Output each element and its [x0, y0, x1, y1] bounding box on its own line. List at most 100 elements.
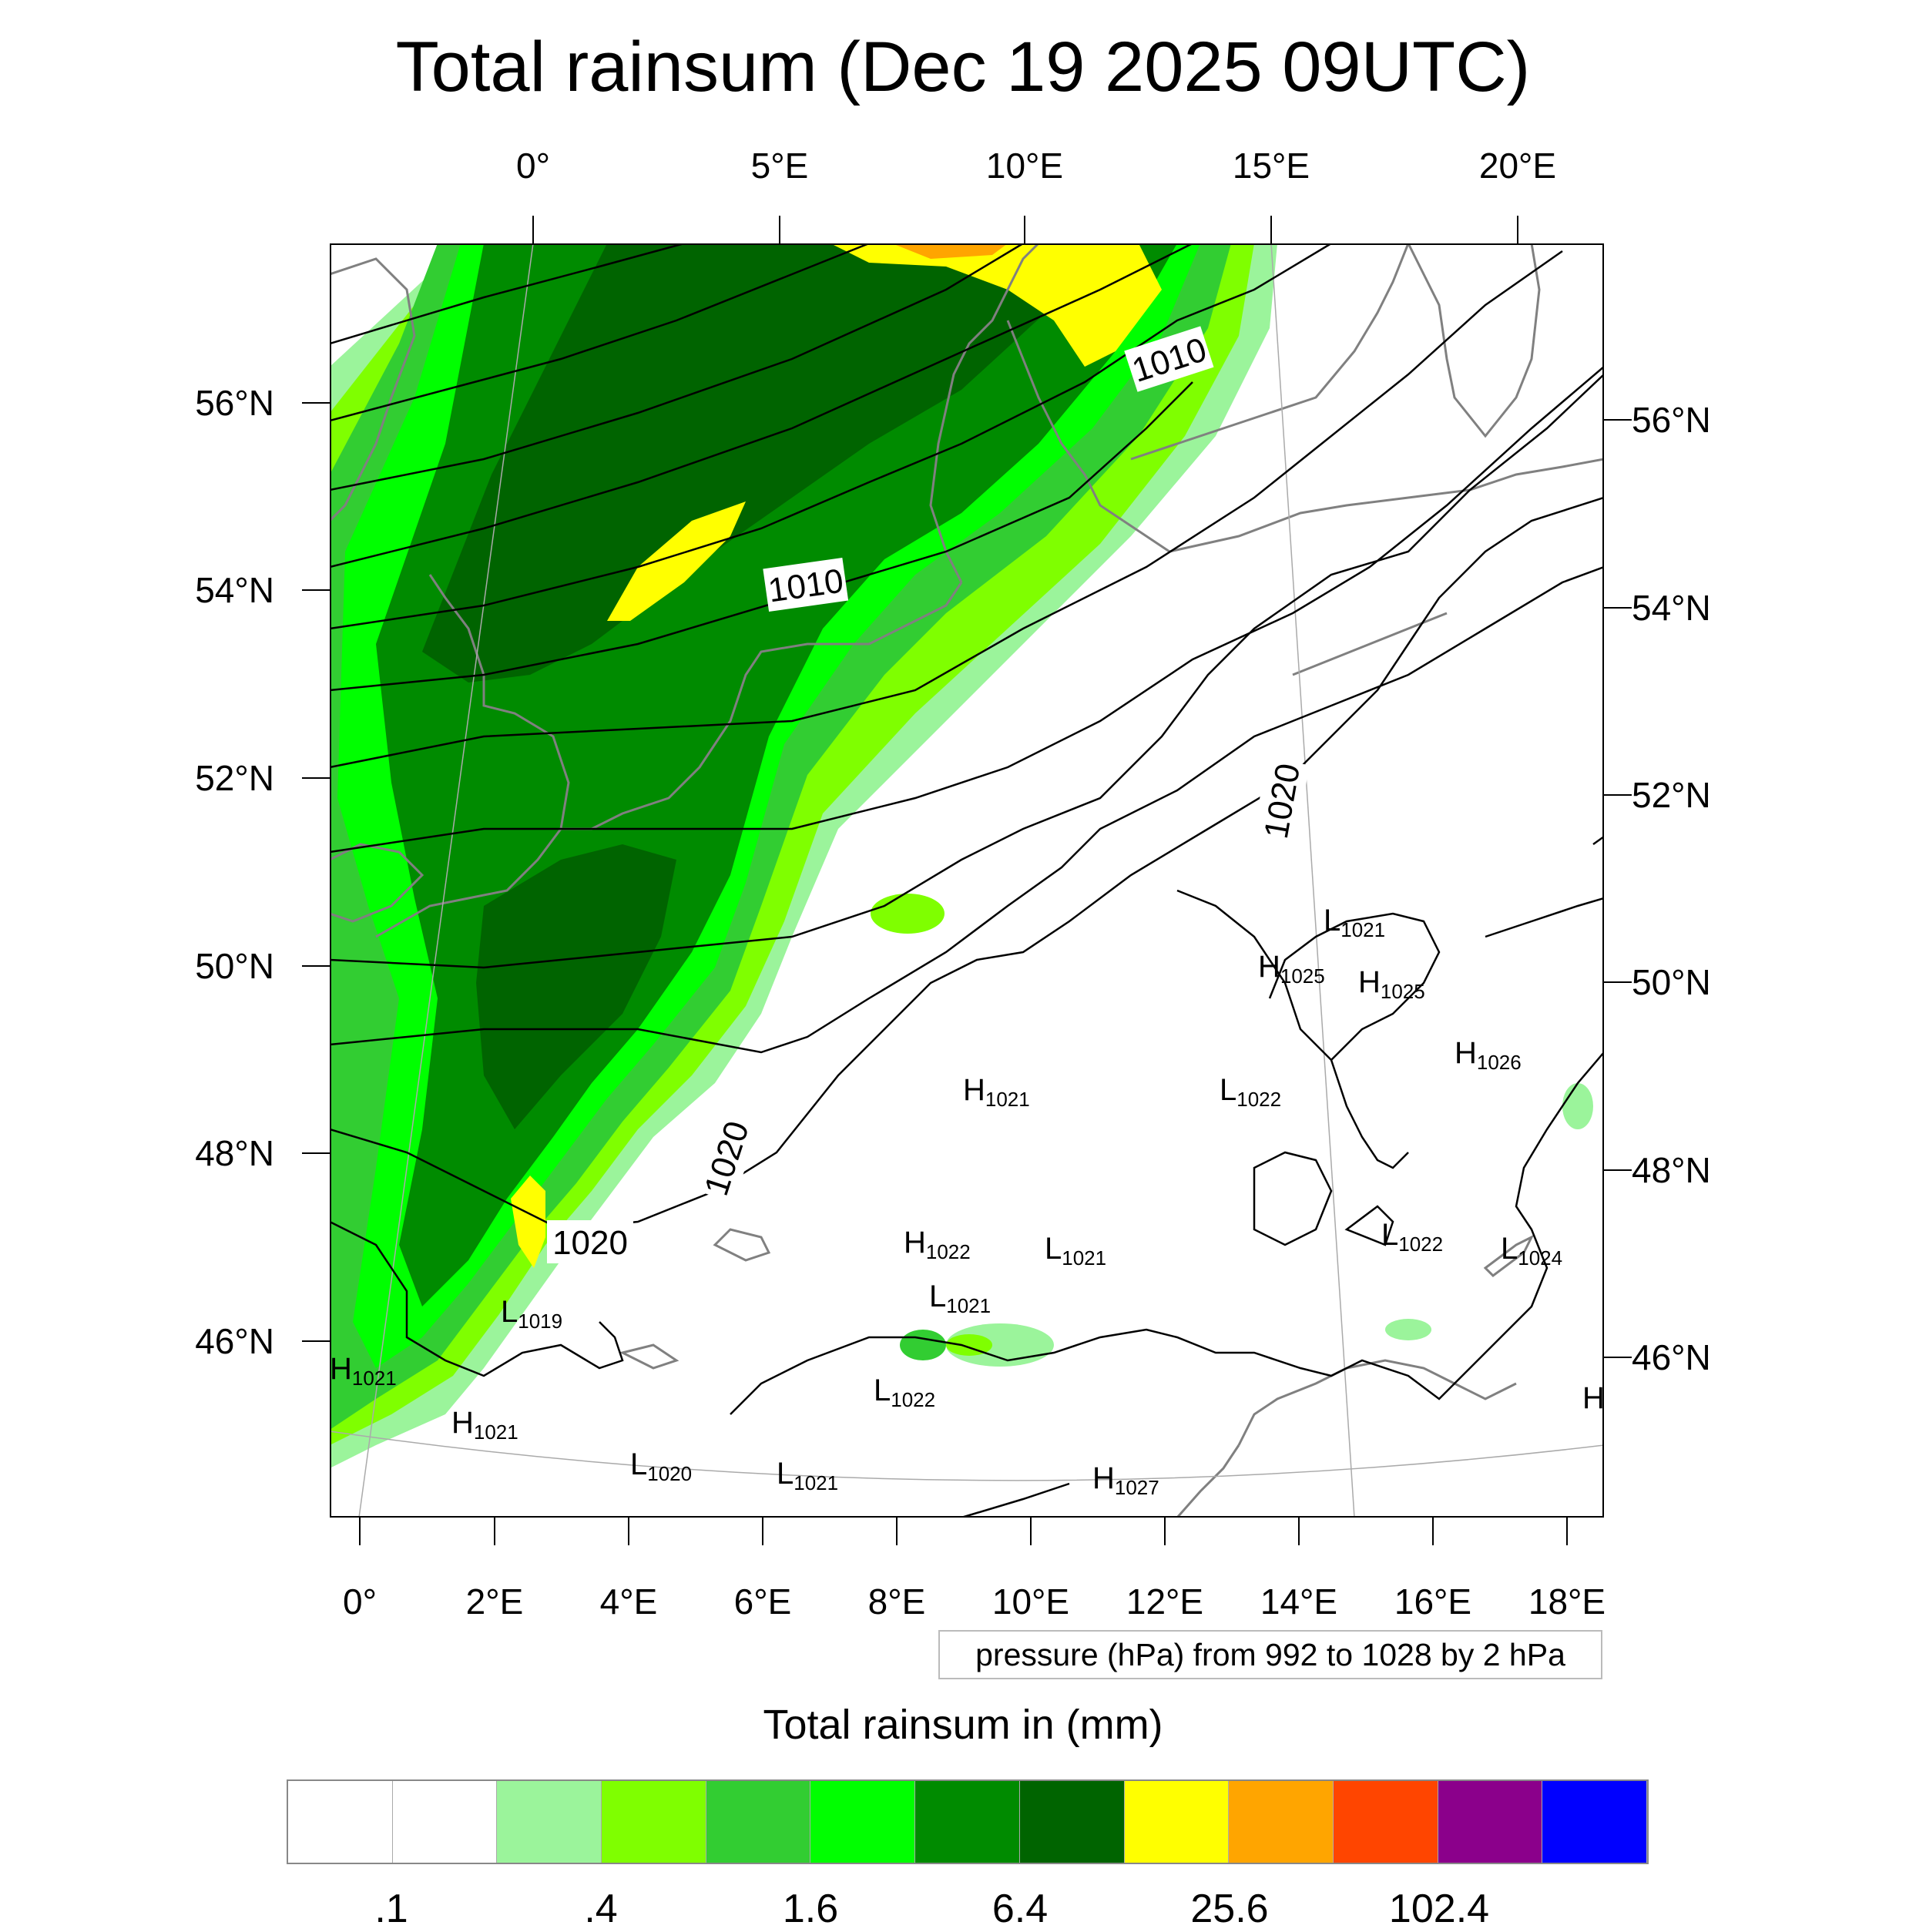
top-tick-label: 0° — [516, 146, 550, 186]
isobar — [1268, 912, 1441, 1061]
isobar — [330, 381, 1193, 692]
rain-core-yellow — [511, 1176, 545, 1268]
colorbar-swatch — [1229, 1781, 1334, 1863]
map-title: Total rainsum (Dec 19 2025 09UTC) — [395, 28, 1531, 106]
rain-core-yellow — [607, 501, 746, 621]
isobar — [1485, 897, 1604, 938]
pressure-center: H1027 — [1092, 1461, 1159, 1499]
top-tick-label: 20°E — [1478, 146, 1557, 186]
pressure-center: H1026 — [1455, 1036, 1522, 1074]
pressure-center: H1025 — [1358, 965, 1425, 1003]
right-tick-label: 54°N — [1632, 588, 1711, 628]
isobar — [961, 1482, 1070, 1518]
colorbar-label: .1 — [374, 1887, 408, 1931]
right-tick-label: 56°N — [1632, 400, 1711, 440]
coastlines — [330, 243, 1604, 1518]
colorbar-title: Total rainsum in (mm) — [763, 1702, 1163, 1748]
pressure-center: L1024 — [1501, 1232, 1562, 1270]
map-panel: 1010 1010 1020 1020 1020 L1021 H1025 — [330, 243, 1604, 1518]
coastline-baltic-north — [1130, 243, 1410, 461]
colorbar-label: .4 — [584, 1887, 618, 1931]
graticule-parallel — [330, 1431, 1604, 1481]
colorbar-swatch — [915, 1781, 1020, 1863]
colorbar-swatch — [392, 1781, 498, 1863]
isobar-label: 1020 — [1253, 757, 1310, 844]
rain-band-darkest-green — [422, 243, 1100, 683]
pressure-center: H — [1582, 1381, 1604, 1415]
contour-info-box: pressure (hPa) from 992 to 1028 by 2 hPa — [938, 1630, 1602, 1679]
right-tick-label: 52°N — [1632, 775, 1711, 815]
coastline-netherlands — [561, 582, 963, 830]
bottom-tick-label: 8°E — [867, 1581, 926, 1622]
colorbar-label: 1.6 — [782, 1887, 839, 1931]
isobar — [330, 243, 1332, 630]
rain-patch — [946, 1334, 992, 1356]
bottom-tick-label: 18°E — [1528, 1581, 1606, 1622]
lake-geneva — [619, 1343, 679, 1370]
left-tick-label: 52°N — [195, 758, 274, 798]
bottom-tick-label: 0° — [343, 1581, 377, 1622]
bottom-tick-label: 14°E — [1260, 1581, 1338, 1622]
bottom-tick-label: 4°E — [599, 1581, 658, 1622]
colorbar-swatch — [1124, 1781, 1230, 1863]
bottom-tick-label: 10°E — [992, 1581, 1070, 1622]
colorbar-swatch — [1019, 1781, 1125, 1863]
bottom-tick-label: 16°E — [1394, 1581, 1472, 1622]
isobar-label-text: 1020 — [552, 1224, 628, 1262]
isobar-label: 1010 — [1124, 326, 1214, 392]
isobar — [330, 243, 685, 345]
graticule-meridian — [358, 243, 534, 1518]
isobar-labels: 1010 1010 1020 1020 1020 — [547, 326, 1310, 1263]
coastline-britain — [330, 257, 416, 522]
colorbar-label: 102.4 — [1388, 1887, 1490, 1931]
isobar — [330, 243, 1024, 491]
coastline-baltic — [1122, 458, 1604, 553]
isobar — [330, 243, 1193, 569]
isobar-label: 1020 — [547, 1220, 633, 1263]
rain-core-yellow — [830, 243, 1162, 367]
graticule-meridian — [1270, 243, 1355, 1518]
pressure-center: L1022 — [1381, 1218, 1443, 1256]
map-frame — [330, 243, 1604, 1518]
pressure-center: L1019 — [501, 1295, 562, 1333]
colorbar-swatch — [602, 1781, 706, 1863]
rain-field — [330, 243, 1593, 1468]
coastline-denmark-east — [1006, 320, 1124, 522]
lake-constance — [713, 1228, 771, 1262]
isobar — [330, 565, 1604, 1054]
rain-patch — [1385, 1319, 1431, 1340]
left-tick-label: 56°N — [195, 383, 274, 423]
coastline-adriatic — [1237, 1359, 1517, 1446]
isobar — [330, 366, 1604, 854]
pressure-center: H1021 — [451, 1406, 518, 1444]
colorbar-swatch — [497, 1781, 602, 1863]
left-tick-label: 54°N — [195, 570, 274, 610]
right-tick-label: 48°N — [1632, 1150, 1711, 1190]
colorbar-swatch — [1438, 1781, 1543, 1863]
bottom-tick-label: 6°E — [733, 1581, 792, 1622]
colorbar-swatch — [706, 1781, 811, 1863]
isobar — [1592, 835, 1604, 846]
coastline-france-north — [375, 574, 570, 938]
pressure-center: L1022 — [1220, 1073, 1281, 1111]
colorbar-label: 6.4 — [992, 1887, 1049, 1931]
coastline-denmark — [929, 243, 1040, 583]
isobars — [330, 243, 1604, 1518]
pressure-center: H1021 — [963, 1073, 1030, 1111]
bottom-tick-label: 12°E — [1126, 1581, 1204, 1622]
pressure-center: H1021 — [330, 1352, 397, 1390]
colorbar-swatch — [1542, 1781, 1647, 1863]
pressure-center: L1021 — [777, 1457, 838, 1494]
rain-band-darkest-green — [476, 844, 676, 1129]
colorbar-swatch — [810, 1781, 916, 1863]
rain-patch — [946, 1323, 1054, 1367]
right-tick-label: 46°N — [1632, 1337, 1711, 1377]
graticule — [330, 243, 1604, 1518]
bottom-tick-label: 2°E — [465, 1581, 524, 1622]
pressure-centers: L1021 H1025 H1025 H1026 H1021 L1022 L102… — [330, 904, 1604, 1499]
left-tick-label: 50°N — [195, 946, 274, 986]
isobar — [730, 1052, 1604, 1415]
lake-balaton — [1483, 1234, 1535, 1277]
colorbar — [287, 1779, 1649, 1864]
